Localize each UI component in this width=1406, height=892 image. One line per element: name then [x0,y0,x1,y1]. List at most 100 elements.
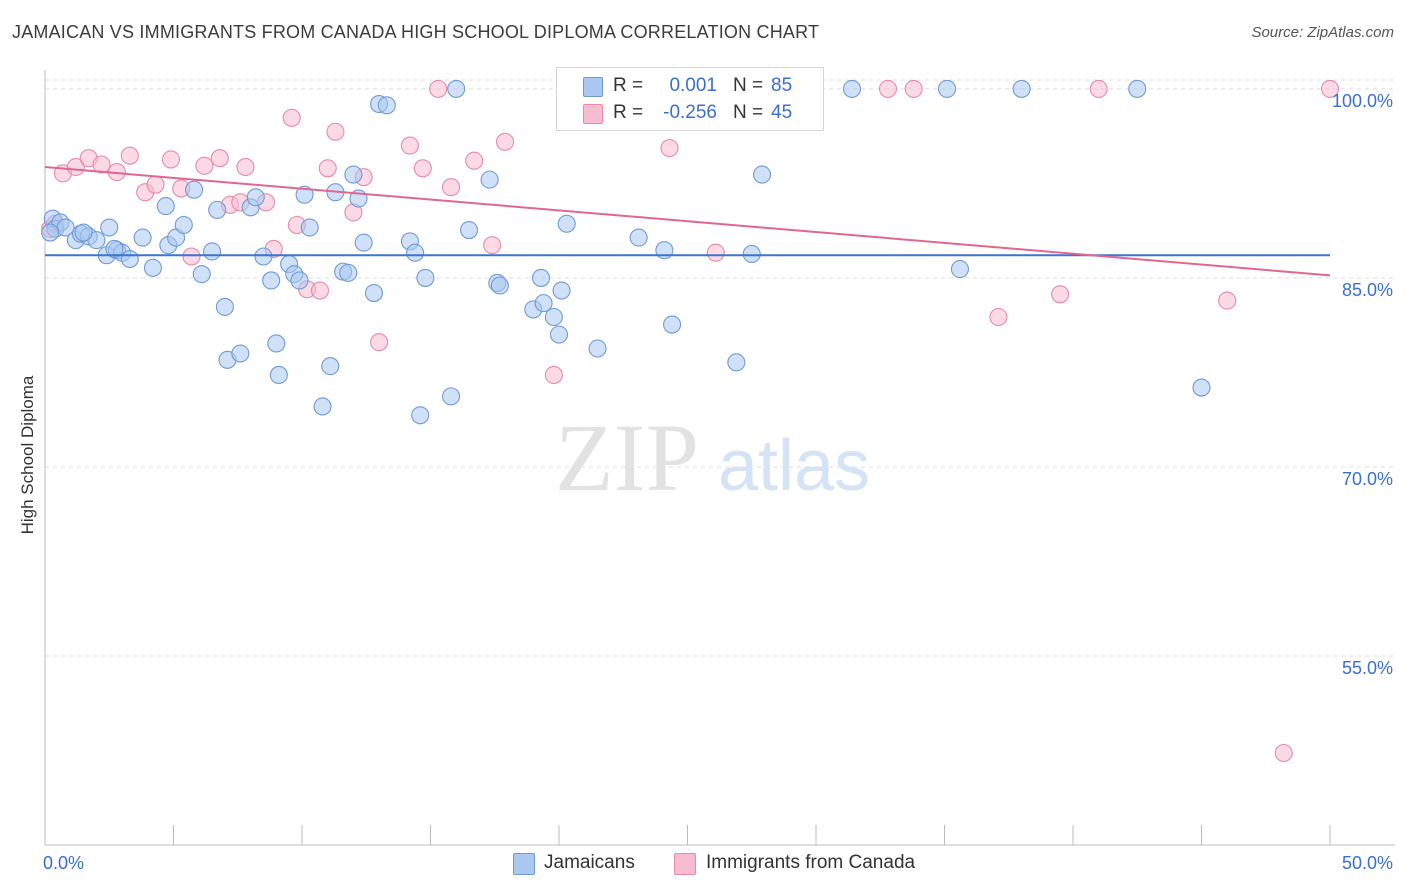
jamaican-point [133,228,152,247]
canada-point [210,149,229,168]
legend-r-label: R = [613,75,644,96]
jamaican-point [663,315,682,334]
canada-point [989,307,1008,327]
canada-point [92,155,111,174]
legend-row-immigrants: R = -0.256 N = 45 [557,101,823,127]
watermark: ZIP atlas [555,404,870,511]
jamaican-point [203,242,222,261]
jamaican-point [364,283,384,303]
jamaican-point [552,281,571,300]
canada-point [310,281,330,300]
jamaican-point [1012,79,1031,98]
jamaican-point [490,276,509,295]
canada-point [400,136,419,155]
jamaican-point [313,397,332,416]
legend-n-value: 45 [771,102,793,123]
jamaican-point [143,258,162,277]
jamaican-point [269,365,288,385]
jamaican-point [752,165,772,184]
x-tick-label: 0.0% [43,853,84,873]
jamaican-point [254,247,273,266]
legend-r-label: R = [613,102,644,123]
jamaican-point [416,268,435,287]
canada-point [544,365,563,385]
jamaican-point [74,223,93,242]
jamaican-point [557,214,576,233]
jamaican-point [231,344,250,363]
jamaican-point [534,294,553,313]
jamaican-point [950,260,969,279]
jamaican-point [290,271,309,290]
jamaican-point [185,180,204,199]
legend-swatch-blue [583,77,603,97]
jamaican-point [727,353,746,372]
legend-r-value: 0.001 [669,75,717,96]
correlation-legend: R = 0.001 N = 85 R = -0.256 N = 45 [556,67,824,131]
canada-point [370,333,389,352]
canada-point [120,146,139,165]
jamaican-point [344,165,363,184]
y-axis-label: High School Diploma [18,375,37,535]
canada-point [182,247,201,266]
jamaican-point [208,200,227,219]
legend-label-jamaicans: Jamaicans [544,852,635,873]
canada-point [195,156,214,175]
legend-swatch-pink [583,104,603,124]
jamaican-point [1192,378,1211,397]
canada-point [660,139,679,158]
legend-label-immigrants: Immigrants from Canada [706,852,916,873]
jamaican-point [459,220,479,240]
canada-point [483,236,502,255]
series-jamaicans [41,79,1211,425]
watermark-zip: ZIP [555,404,699,511]
jamaican-point [406,243,425,262]
canada-point [1320,79,1340,98]
jamaican-point [246,188,265,207]
jamaican-point [262,271,281,290]
jamaican-point [742,244,761,264]
canada-point [413,159,432,178]
jamaican-point [105,239,124,258]
jamaican-point [267,334,286,353]
canada-point [495,132,515,151]
jamaican-point [295,185,314,204]
jamaican-point [842,79,862,98]
y-tick-label: 100.0% [1332,91,1393,111]
jamaican-point [120,249,139,269]
canada-point [318,159,337,178]
jamaican-point [629,228,648,247]
y-tick-label: 55.0% [1342,658,1393,678]
jamaican-point [192,265,211,284]
tick-labels: 55.0% 70.0% 85.0% 100.0% 0.0% 50.0% [43,91,1393,873]
canada-point [282,108,301,127]
canada-point [326,122,345,141]
legend-r-value: -0.256 [663,102,717,123]
legend-n-label: N = [733,75,764,96]
jamaican-point [549,325,569,344]
canada-point [465,151,484,170]
y-tick-label: 70.0% [1342,469,1393,489]
jamaican-point [544,307,563,327]
jamaican-point [480,170,499,189]
axes [44,70,1395,846]
jamaican-point [938,79,957,98]
jamaican-point [100,218,119,237]
jamaican-point [41,223,60,242]
canada-point [429,79,448,98]
jamaican-point [447,79,466,98]
canada-point [878,79,898,98]
jamaican-point [377,96,396,115]
canada-point [66,157,85,177]
trend-line-canada [44,166,1331,277]
legend-n-label: N = [733,102,764,123]
chart-title: JAMAICAN VS IMMIGRANTS FROM CANADA HIGH … [12,22,820,42]
jamaican-point [156,197,175,216]
jamaican-point [411,406,430,425]
canada-point [1051,285,1070,304]
watermark-atlas: atlas [718,426,870,506]
canada-point [161,150,180,169]
x-tick-label: 50.0% [1342,853,1393,873]
trend-lines [44,166,1331,277]
canada-point [1089,79,1108,98]
